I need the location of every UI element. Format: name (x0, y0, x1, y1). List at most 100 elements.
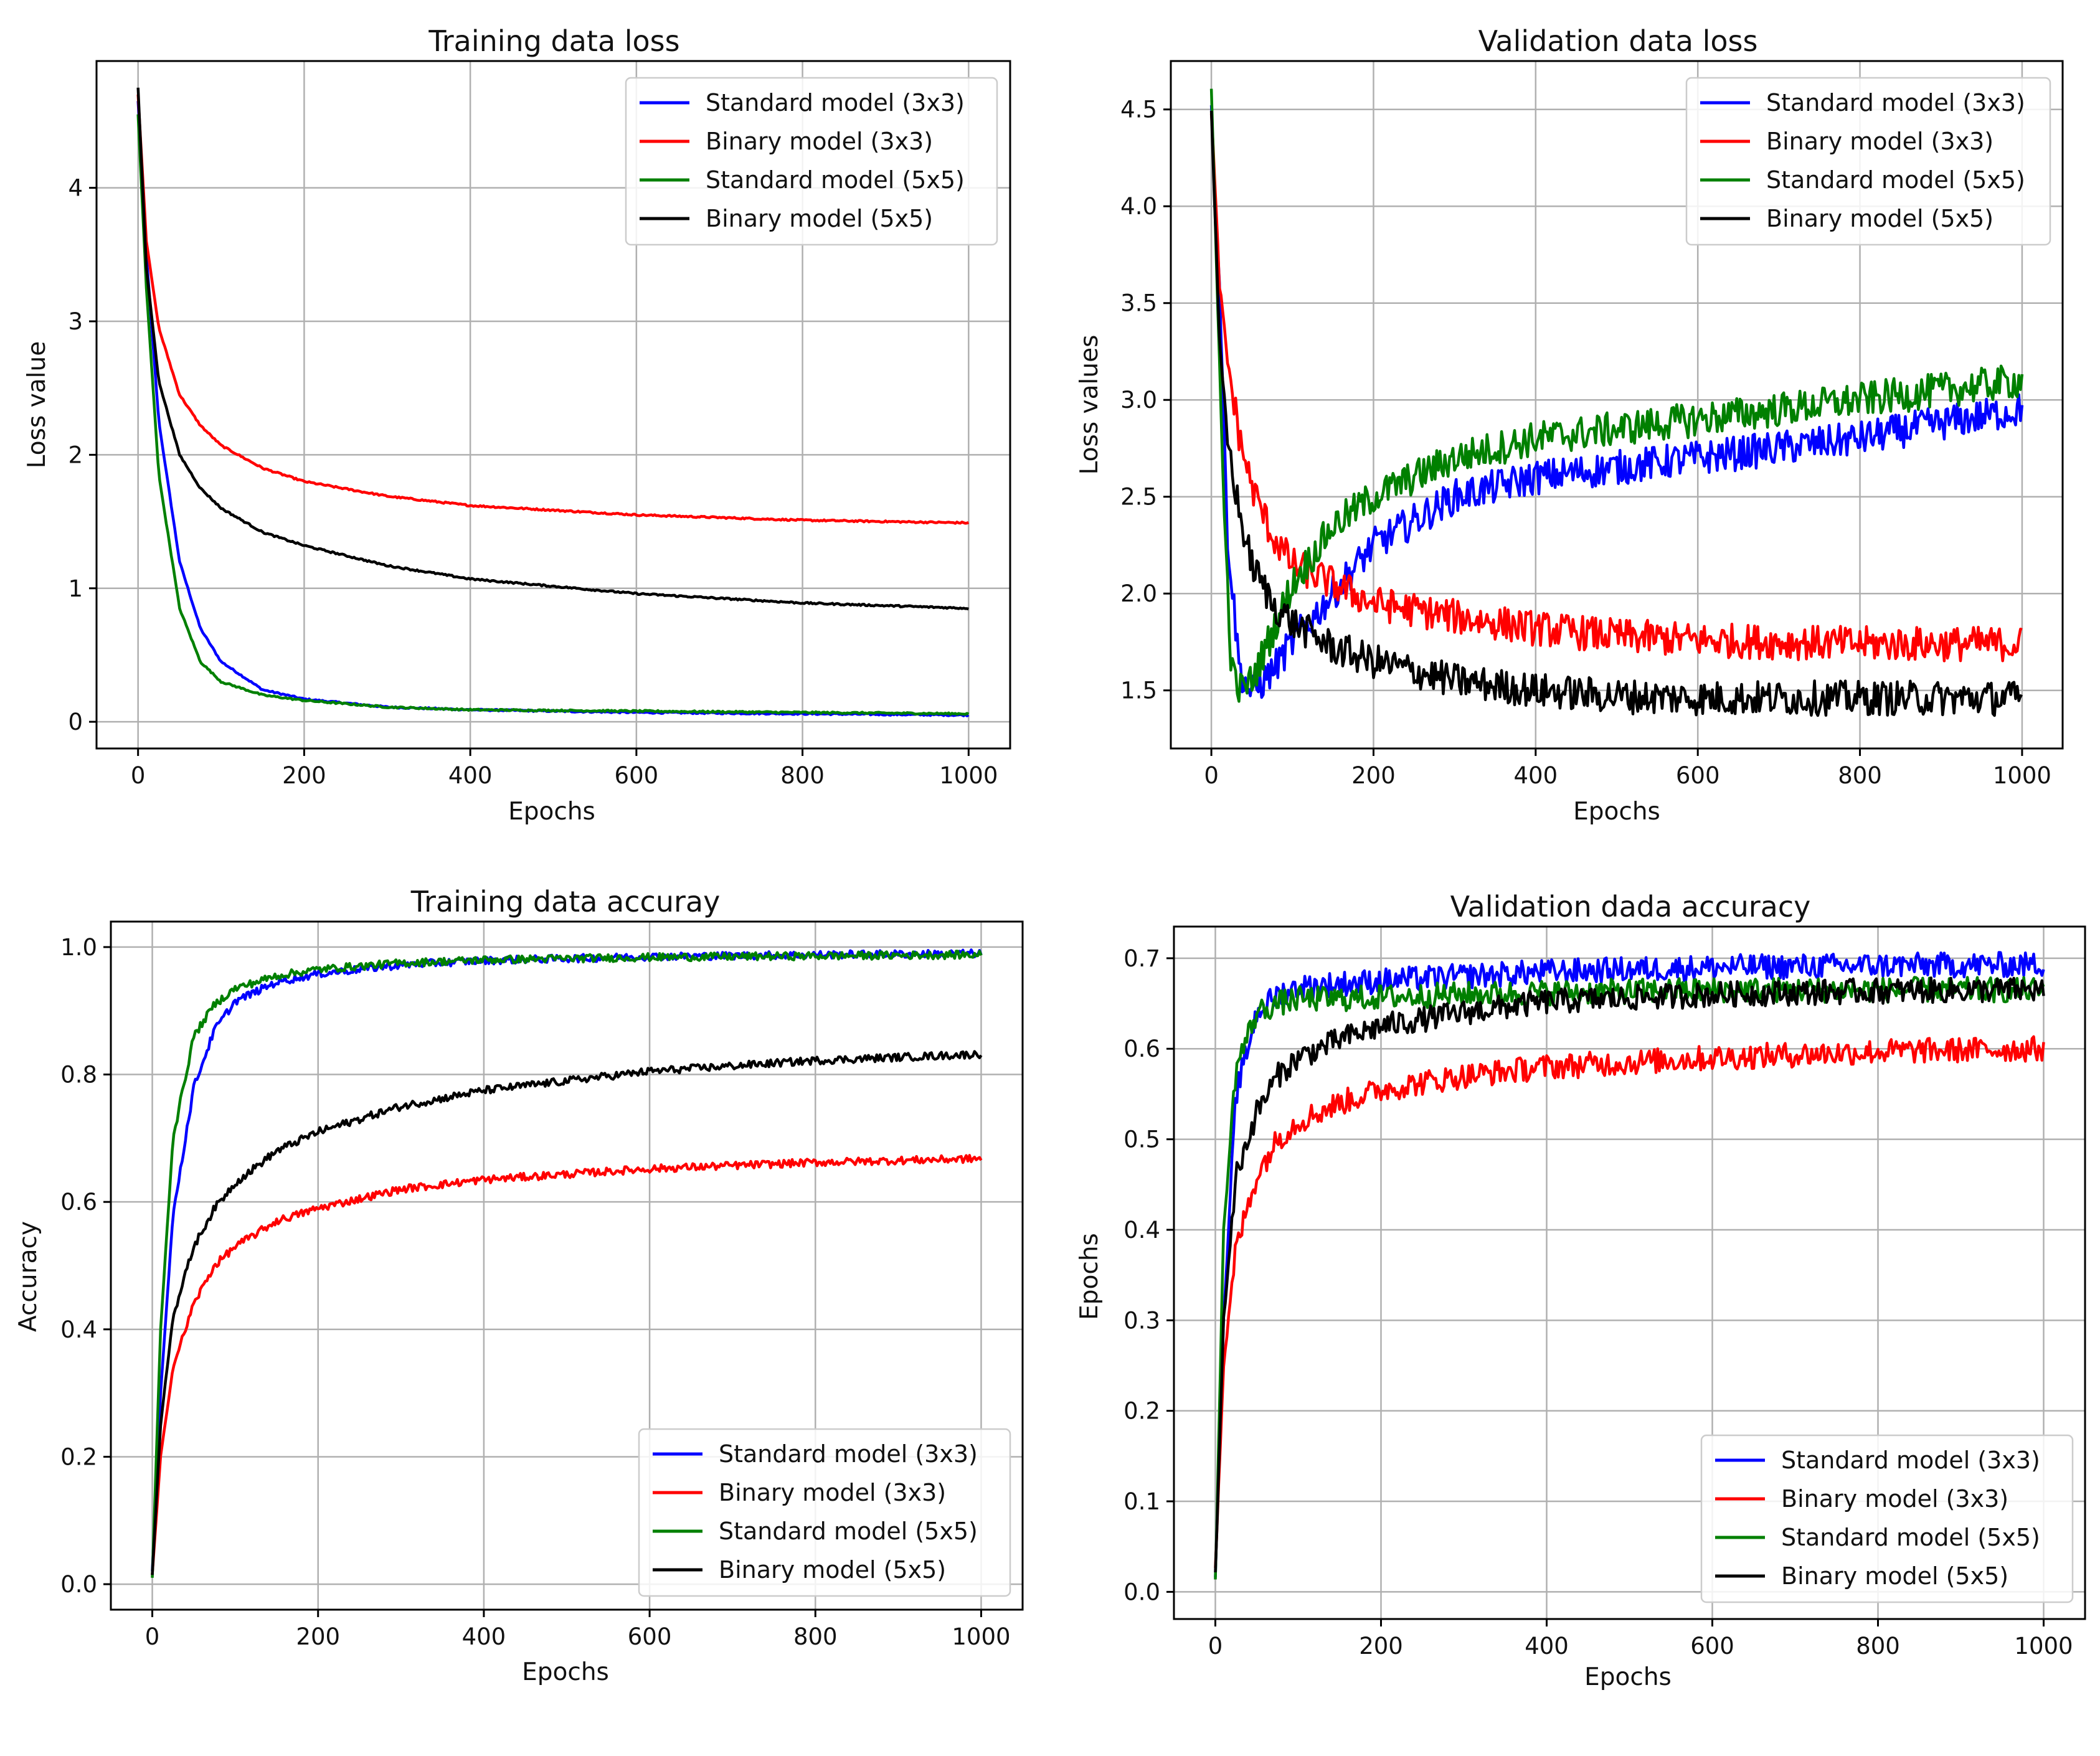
axes-frame (110, 920, 1024, 1611)
axes-frame (95, 60, 1011, 750)
chart-training-loss: Training data loss Epochs Loss value (23, 24, 680, 826)
legend-label: Binary model (3x3) (1766, 128, 1994, 155)
y-tick-label: 0.0 (1123, 1579, 1160, 1605)
legend-label: Standard model (3x3) (1766, 89, 2025, 116)
y-tick-label: 1 (68, 575, 83, 602)
y-tick-label: 4 (68, 175, 83, 202)
y-tick-label: 3.0 (1120, 387, 1157, 413)
y-tick-label: 1.5 (1120, 677, 1157, 704)
series-line (1209, 105, 2024, 699)
x-tick-label: 600 (1676, 762, 1720, 789)
series-line (1209, 110, 2023, 717)
legend-label: Binary model (5x5) (719, 1556, 946, 1584)
legend-box (1700, 1434, 2074, 1603)
plot-area-1: 0 200 400 600 800 1000 0 1 2 3 4 (68, 60, 1011, 789)
x-tick-label: 800 (780, 762, 825, 789)
legend-label: Standard model (5x5) (719, 1518, 978, 1545)
y-tick-label: 2 (68, 441, 83, 468)
x-tick-label: 800 (1856, 1633, 1900, 1659)
legend-label: Standard model (5x5) (706, 166, 965, 194)
x-tick-label: 0 (145, 1623, 160, 1650)
y-tick-label: 0.6 (1123, 1036, 1160, 1062)
x-axis-label: Epochs (508, 798, 595, 826)
y-tick-label: 0.6 (60, 1189, 97, 1216)
y-tick-label: 4.5 (1120, 97, 1157, 123)
x-axis-label: Epochs (1573, 798, 1660, 826)
legend-label: Standard model (3x3) (719, 1440, 978, 1468)
x-tick-label: 400 (1525, 1633, 1569, 1659)
chart-training-accuracy: Training data accuray Epochs Accuracy (14, 885, 720, 1686)
series-line (151, 1050, 983, 1575)
y-tick-label: 0.5 (1123, 1126, 1160, 1153)
y-tick-label: 0.7 (1123, 945, 1160, 972)
y-axis-label: Loss values (1076, 335, 1104, 475)
y-tick-label: 0.2 (1123, 1398, 1160, 1425)
x-tick-label: 200 (296, 1623, 340, 1650)
x-tick-label: 800 (1838, 762, 1882, 789)
y-axis-label: Epochs (1076, 1233, 1104, 1320)
series-line (136, 94, 970, 525)
legend: Standard model (3x3) Binary model (3x3) St… (1700, 1434, 2074, 1603)
x-tick-label: 800 (793, 1623, 838, 1650)
x-tick-label: 1000 (939, 762, 998, 789)
y-tick-label: 3 (68, 308, 83, 335)
x-axis-label: Epochs (1584, 1663, 1672, 1691)
legend-box (638, 1428, 1011, 1597)
x-tick-label: 600 (628, 1623, 672, 1650)
y-tick-label: 0.8 (60, 1062, 97, 1088)
plot-area-2: 0 200 400 600 800 1000 1.5 2.0 2.5 3.0 3.5 4.0 4.5 (1120, 60, 2064, 789)
series-line (151, 950, 983, 1578)
legend-label: Binary model (5x5) (1766, 205, 1994, 232)
legend-label: Standard model (3x3) (1781, 1447, 2040, 1474)
y-tick-label: 0.2 (60, 1443, 97, 1470)
chart-title: Validation data loss (1478, 24, 1758, 58)
x-tick-label: 400 (1514, 762, 1558, 789)
y-tick-label: 2.0 (1120, 580, 1157, 607)
x-tick-label: 0 (1208, 1633, 1223, 1659)
y-tick-label: 0.4 (1123, 1217, 1160, 1244)
series-line (1214, 1035, 2045, 1568)
y-tick-label: 4.0 (1120, 193, 1157, 220)
x-tick-label: 200 (282, 762, 326, 789)
y-axis-label: Loss value (23, 341, 51, 468)
y-tick-label: 0.0 (60, 1571, 97, 1598)
legend-label: Binary model (5x5) (1781, 1562, 2008, 1590)
y-tick-label: 2.5 (1120, 484, 1157, 511)
series-line (136, 87, 969, 611)
x-tick-label: 1000 (2014, 1633, 2073, 1659)
y-tick-label: 1.0 (60, 934, 97, 961)
legend-label: Binary model (3x3) (719, 1479, 946, 1506)
x-tick-label: 400 (448, 762, 493, 789)
x-tick-label: 200 (1359, 1633, 1403, 1659)
y-tick-label: 3.5 (1120, 290, 1157, 317)
series-line (1214, 951, 2045, 1578)
series-line (136, 114, 970, 716)
x-tick-label: 1000 (1993, 762, 2051, 789)
y-tick-label: 0 (68, 709, 83, 735)
legend-box (625, 77, 998, 246)
x-tick-label: 200 (1351, 762, 1396, 789)
legend-label: Standard model (5x5) (1781, 1524, 2040, 1551)
axes-frame (1170, 60, 2064, 750)
x-tick-label: 400 (462, 1623, 506, 1650)
series-line (1209, 88, 2024, 703)
legend-label: Binary model (3x3) (706, 128, 933, 155)
chart-title: Validation dada accuracy (1450, 890, 1811, 923)
series-line (151, 1154, 983, 1575)
legend: Standard model (3x3) Binary model (3x3) St… (1685, 77, 2051, 246)
x-tick-label: 0 (1204, 762, 1219, 789)
x-tick-label: 0 (131, 762, 146, 789)
legend-box (1685, 77, 2051, 246)
series-line (1214, 976, 2045, 1580)
legend: Standard model (3x3) Binary model (3x3) St… (638, 1428, 1011, 1597)
legend-label: Binary model (5x5) (706, 205, 933, 232)
chart-validation-loss: Validation data loss Epochs Loss values (1076, 24, 1757, 826)
legend-label: Standard model (5x5) (1766, 166, 2025, 194)
y-tick-label: 0.1 (1123, 1488, 1160, 1515)
x-axis-label: Epochs (522, 1658, 609, 1686)
series-line (1214, 976, 2045, 1573)
chart-validation-accuracy: Validation dada accuracy Epochs Epochs (1076, 890, 1810, 1691)
x-tick-label: 1000 (952, 1623, 1010, 1650)
axes-frame (1173, 925, 2086, 1620)
